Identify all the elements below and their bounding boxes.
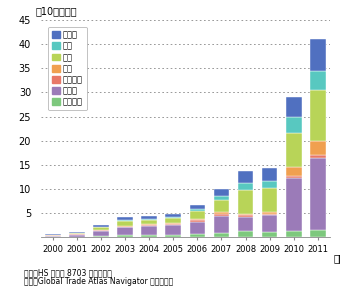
Bar bbox=[69, 232, 85, 233]
Bar bbox=[166, 235, 181, 237]
Bar bbox=[238, 217, 253, 231]
Bar bbox=[286, 167, 302, 176]
Bar bbox=[286, 231, 302, 237]
Bar bbox=[214, 233, 229, 237]
Bar bbox=[262, 215, 277, 232]
Bar bbox=[141, 235, 157, 237]
Bar bbox=[189, 234, 205, 237]
Bar bbox=[262, 181, 277, 188]
Bar bbox=[238, 171, 253, 183]
Bar bbox=[310, 40, 326, 71]
Bar bbox=[93, 231, 109, 236]
Bar bbox=[310, 90, 326, 141]
Bar bbox=[286, 134, 302, 167]
Bar bbox=[214, 196, 229, 200]
Bar bbox=[93, 225, 109, 227]
Bar bbox=[93, 227, 109, 230]
Bar bbox=[310, 141, 326, 155]
Bar bbox=[117, 226, 133, 227]
Bar bbox=[117, 235, 133, 237]
Bar bbox=[286, 176, 302, 178]
Bar bbox=[238, 215, 253, 217]
Bar bbox=[69, 235, 85, 237]
Bar bbox=[262, 212, 277, 214]
Bar bbox=[117, 220, 133, 221]
Bar bbox=[45, 234, 61, 235]
Bar bbox=[166, 225, 181, 235]
Bar bbox=[238, 231, 253, 237]
Bar bbox=[214, 189, 229, 196]
Bar bbox=[214, 216, 229, 233]
Bar bbox=[166, 214, 181, 217]
Bar bbox=[117, 227, 133, 235]
Bar bbox=[189, 209, 205, 212]
Text: （10億ドル）: （10億ドル） bbox=[35, 6, 76, 16]
Bar bbox=[286, 178, 302, 231]
Bar bbox=[238, 190, 253, 214]
Bar bbox=[189, 220, 205, 222]
Bar bbox=[310, 155, 326, 158]
Bar bbox=[141, 220, 157, 225]
Bar bbox=[262, 168, 277, 181]
Bar bbox=[286, 116, 302, 134]
Bar bbox=[189, 212, 205, 219]
Bar bbox=[141, 225, 157, 226]
Bar bbox=[214, 212, 229, 214]
Bar bbox=[166, 217, 181, 218]
Bar bbox=[141, 219, 157, 220]
Bar bbox=[189, 219, 205, 220]
Bar bbox=[286, 97, 302, 116]
Bar bbox=[214, 214, 229, 216]
Text: 資料：Global Trade Atlas Navigator から作成。: 資料：Global Trade Atlas Navigator から作成。 bbox=[24, 277, 173, 286]
Bar bbox=[262, 188, 277, 212]
Bar bbox=[189, 222, 205, 234]
Bar bbox=[238, 214, 253, 215]
Bar bbox=[141, 216, 157, 219]
Bar bbox=[166, 224, 181, 225]
Bar bbox=[166, 223, 181, 224]
Bar bbox=[141, 226, 157, 235]
Text: 備考：HS コード 8703 の輸入額。: 備考：HS コード 8703 の輸入額。 bbox=[24, 268, 112, 277]
Bar bbox=[189, 205, 205, 209]
Bar bbox=[93, 230, 109, 231]
Bar bbox=[310, 230, 326, 237]
Bar bbox=[262, 214, 277, 215]
Bar bbox=[310, 71, 326, 90]
Bar bbox=[262, 232, 277, 237]
Bar bbox=[117, 217, 133, 220]
Legend: その他, 米国, 日本, 英国, イタリア, ドイツ, フランス: その他, 米国, 日本, 英国, イタリア, ドイツ, フランス bbox=[48, 27, 87, 110]
Bar bbox=[166, 218, 181, 223]
Bar bbox=[93, 236, 109, 237]
Text: （年）: （年） bbox=[334, 254, 340, 264]
Bar bbox=[69, 233, 85, 234]
Bar bbox=[117, 221, 133, 226]
Bar bbox=[214, 200, 229, 212]
Bar bbox=[238, 183, 253, 190]
Bar bbox=[45, 236, 61, 237]
Bar bbox=[310, 158, 326, 230]
